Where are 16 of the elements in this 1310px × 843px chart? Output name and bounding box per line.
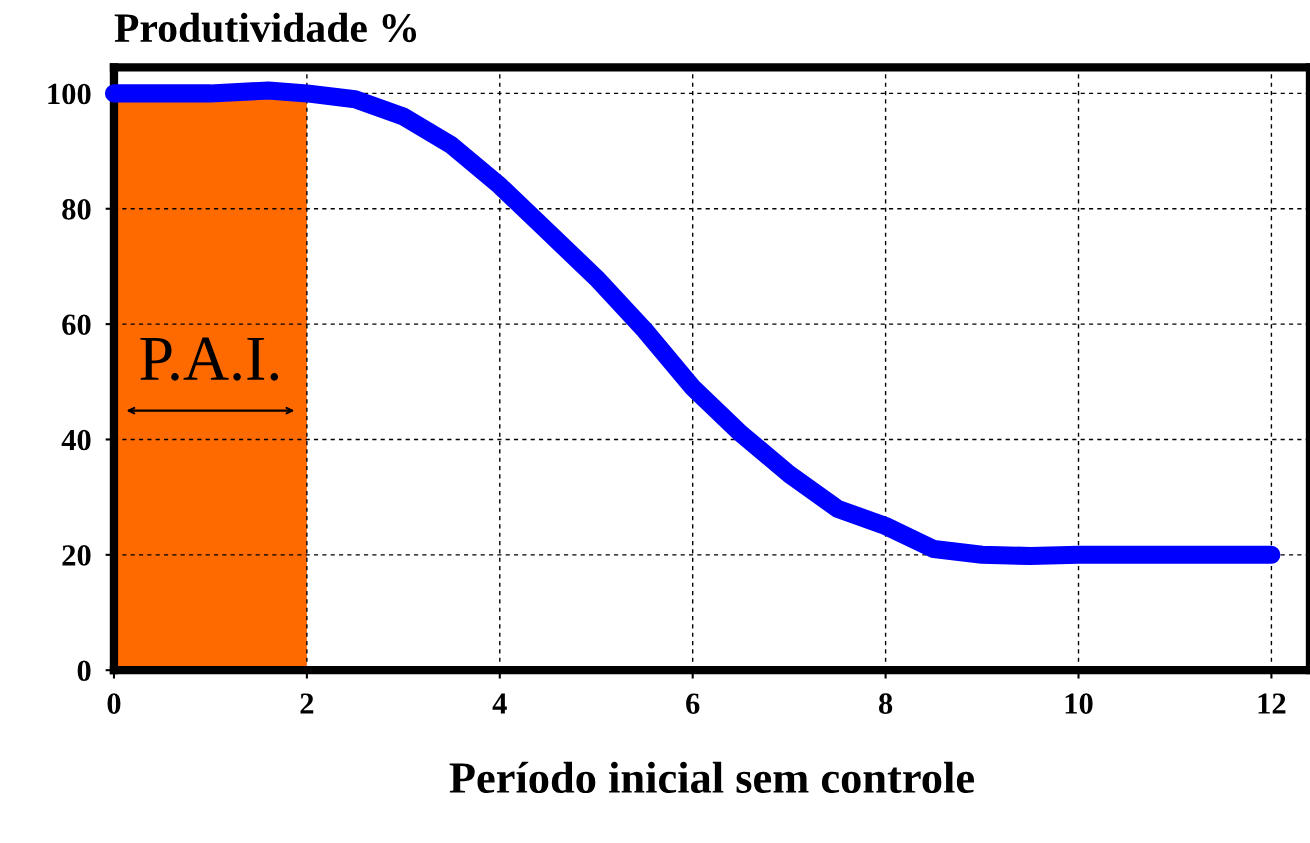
y-tick-label: 80 xyxy=(62,199,91,220)
chart-title: Produtividade % xyxy=(114,12,417,43)
y-tick-label: 20 xyxy=(62,545,91,566)
y-tick-label: 40 xyxy=(61,429,91,451)
x-tick-label: 6 xyxy=(686,693,700,714)
y-tick-label: 60 xyxy=(62,314,91,336)
x-axis-title: Período inicial sem controle xyxy=(449,761,974,794)
x-tick-label: 2 xyxy=(300,693,314,714)
x-tick-label: 8 xyxy=(878,693,893,714)
y-tick-label: 0 xyxy=(77,660,91,682)
x-tick-label: 4 xyxy=(492,693,507,714)
x-tick-label: 0 xyxy=(107,693,121,714)
x-tick-label: 10 xyxy=(1065,693,1093,714)
x-tick-label: 12 xyxy=(1258,693,1286,714)
y-tick-label: 100 xyxy=(48,83,91,105)
band-label: P.A.I. xyxy=(140,337,279,381)
